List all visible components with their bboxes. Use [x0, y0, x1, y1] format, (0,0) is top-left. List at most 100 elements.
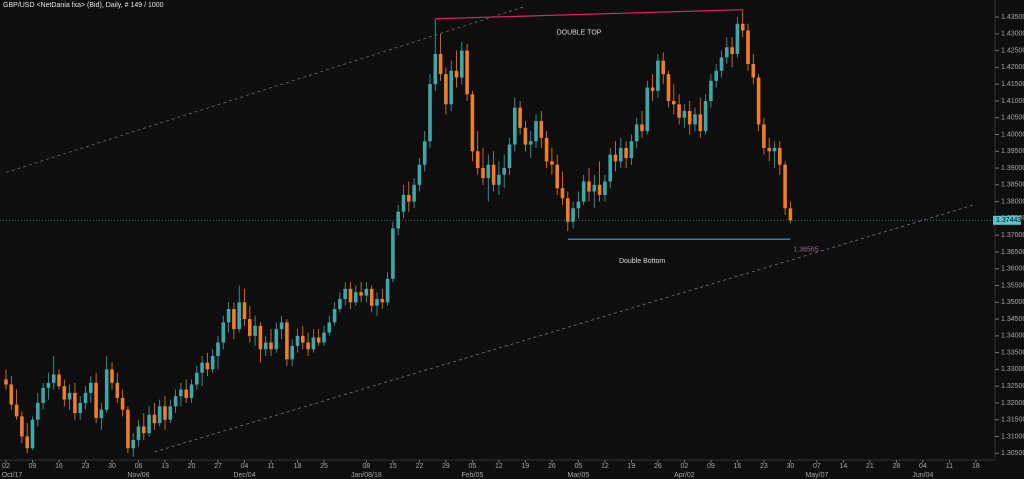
y-tick-label: 1.43500	[1001, 14, 1024, 21]
x-tick-label: 04	[919, 463, 927, 470]
candle-body	[221, 322, 226, 343]
x-tick-label: 28	[893, 463, 901, 470]
y-tick-label: 1.38500	[1001, 182, 1024, 189]
candle-body	[672, 100, 676, 105]
y-tick-label: 1.40500	[1001, 115, 1024, 122]
x-tick-label: 02	[2, 463, 10, 470]
candle-body	[195, 372, 199, 385]
candle-body	[205, 362, 210, 370]
candle-body	[279, 322, 284, 330]
x-tick-label: 19	[522, 463, 530, 470]
candle-body	[576, 201, 581, 209]
candle-body	[25, 436, 29, 449]
candle-body	[640, 124, 644, 132]
x-major-label: Feb/05	[462, 472, 484, 479]
candle-body	[719, 57, 724, 71]
candle-body	[338, 298, 342, 309]
candle-body	[656, 60, 660, 91]
candle-body	[57, 374, 61, 387]
x-tick-label: 12	[601, 463, 609, 470]
x-tick-label: 07	[813, 463, 821, 470]
candle-body	[263, 342, 268, 350]
candle-body	[422, 141, 427, 165]
candle-body	[682, 111, 687, 118]
candle-body	[232, 308, 236, 330]
candle-body	[407, 194, 411, 202]
trendline	[154, 203, 977, 453]
candle-body	[189, 384, 194, 398]
x-tick-label: 11	[267, 463, 274, 470]
candle-body	[163, 406, 167, 420]
x-tick-label: 16	[734, 463, 742, 470]
candle-body	[316, 337, 321, 343]
candle-body	[46, 382, 51, 388]
candle-body	[62, 386, 67, 400]
candle-body	[762, 124, 766, 148]
candle-body	[14, 404, 19, 417]
x-tick-label: 11	[946, 463, 953, 470]
candle-body	[51, 374, 56, 383]
candle-body	[428, 84, 432, 142]
candle-body	[216, 342, 220, 356]
candle-body	[94, 382, 98, 419]
candle-body	[481, 168, 485, 179]
candle-body	[661, 60, 665, 75]
y-tick-label: 1.34000	[1001, 333, 1024, 340]
y-tick-label: 1.33500	[1001, 349, 1024, 356]
candle-body	[783, 164, 787, 209]
candle-body	[587, 181, 591, 192]
y-tick-label: 1.41500	[1001, 81, 1024, 88]
candle-body	[142, 426, 146, 434]
candle-body	[693, 114, 697, 125]
candle-body	[258, 325, 263, 350]
candle-body	[369, 288, 374, 306]
candle-body	[99, 409, 104, 419]
x-tick-label: 06	[135, 463, 143, 470]
candle-body	[502, 168, 506, 175]
candle-body	[592, 184, 597, 192]
candle-body	[322, 332, 326, 343]
candle-body	[120, 397, 125, 410]
candle-body	[619, 147, 623, 162]
candle-body	[634, 124, 639, 142]
candle-body	[772, 147, 777, 152]
candle-body	[751, 64, 756, 78]
x-major-label: Jan/08/18	[351, 472, 382, 479]
candle-body	[9, 384, 14, 405]
y-tick-label: 1.40000	[1001, 131, 1024, 138]
candle-body	[778, 147, 782, 165]
candle-body	[401, 194, 406, 212]
x-tick-label: 25	[320, 463, 328, 470]
candle-body	[168, 406, 173, 420]
candle-body	[650, 87, 655, 91]
candle-body	[449, 70, 453, 105]
candle-body	[740, 23, 745, 31]
candle-body	[735, 23, 740, 54]
candle-body	[147, 414, 151, 434]
y-tick-label: 1.42500	[1001, 47, 1024, 54]
y-tick-label: 1.36500	[1001, 249, 1024, 256]
candle-body	[359, 292, 363, 296]
x-tick-label: 18	[294, 463, 302, 470]
x-major-label: Dec/04	[233, 472, 255, 479]
candle-body	[173, 396, 178, 407]
candle-body	[200, 362, 204, 373]
candle-body	[523, 127, 528, 145]
candle-body	[470, 94, 475, 152]
candle-body	[528, 141, 533, 145]
candle-body	[385, 278, 390, 303]
x-tick-label: 18	[972, 463, 980, 470]
candle-body	[746, 30, 750, 65]
candle-body	[237, 302, 241, 330]
x-tick-label: 19	[628, 463, 636, 470]
x-tick-label: 05	[469, 463, 477, 470]
candle-body	[454, 70, 459, 78]
candle-body	[348, 288, 353, 303]
x-tick-label: 26	[548, 463, 556, 470]
candle-body	[603, 181, 607, 195]
x-tick-label: 27	[214, 463, 222, 470]
x-tick-label: 30	[108, 463, 116, 470]
candle-body	[41, 387, 45, 403]
